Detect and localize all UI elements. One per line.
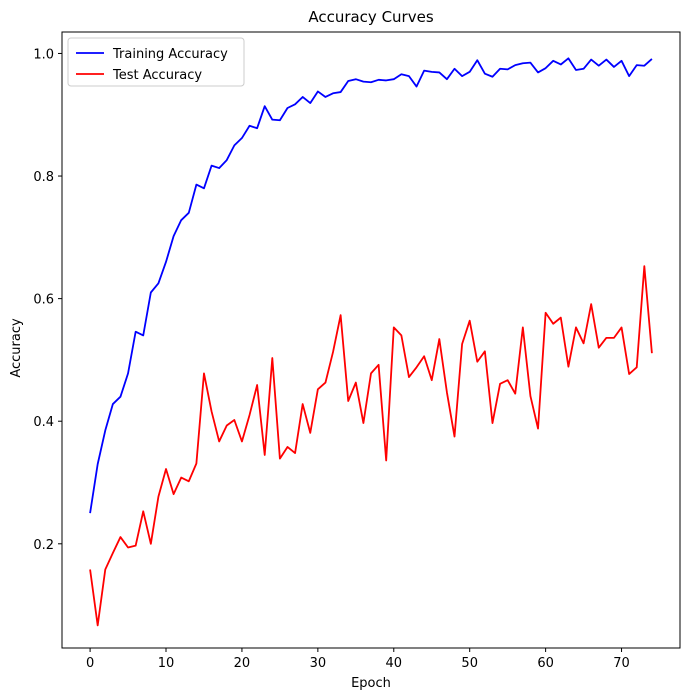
axis-ticks: 0 10 20 30 40 50 60 70 0.2 0.4 0.6 0.8 1.0 bbox=[33, 47, 630, 671]
x-axis-label: Epoch bbox=[351, 676, 391, 691]
legend: Training Accuracy Test Accuracy bbox=[67, 37, 245, 87]
x-tick-label: 70 bbox=[613, 656, 630, 671]
x-tick-label: 0 bbox=[86, 656, 94, 671]
x-tick-label: 60 bbox=[537, 656, 554, 671]
y-tick-label: 0.8 bbox=[33, 170, 54, 185]
y-axis-label: Accuracy bbox=[9, 318, 24, 378]
x-tick-label: 20 bbox=[234, 656, 251, 671]
y-tick-label: 1.0 bbox=[33, 47, 54, 62]
series-line-0 bbox=[89, 57, 653, 514]
plot-area bbox=[89, 57, 653, 627]
series-line-1 bbox=[89, 265, 653, 627]
y-tick-label: 0.2 bbox=[33, 538, 54, 553]
x-tick-label: 30 bbox=[310, 656, 327, 671]
legend-label: Test Accuracy bbox=[112, 68, 202, 83]
plot-frame bbox=[61, 31, 681, 649]
x-tick-label: 50 bbox=[461, 656, 478, 671]
chart-title: Accuracy Curves bbox=[308, 8, 434, 26]
y-tick-label: 0.4 bbox=[33, 415, 54, 430]
y-tick-label: 0.6 bbox=[33, 293, 54, 308]
x-tick-label: 10 bbox=[158, 656, 175, 671]
legend-label: Training Accuracy bbox=[112, 47, 228, 62]
legend-box bbox=[67, 37, 245, 87]
x-tick-label: 40 bbox=[386, 656, 403, 671]
